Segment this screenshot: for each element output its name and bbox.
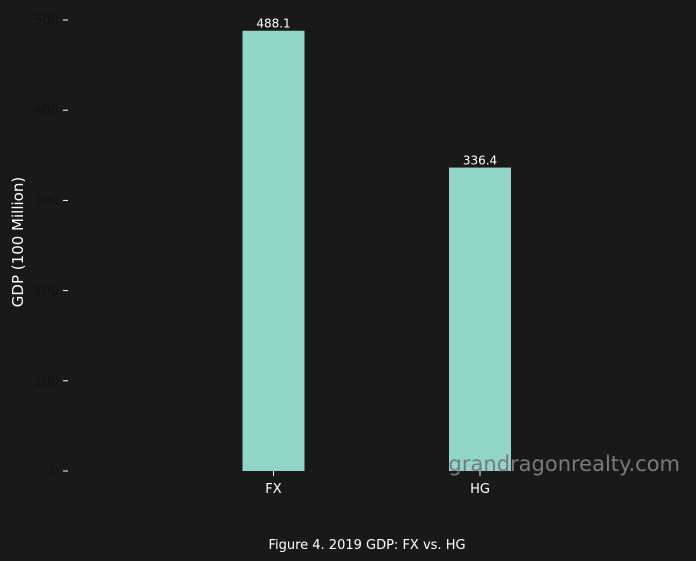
value-label: 336.4	[463, 154, 497, 168]
x-tick-label: HG	[470, 482, 490, 497]
bar-hg	[449, 167, 511, 471]
watermark: grandragonrealty.com	[449, 452, 680, 476]
y-tick-label: 500	[34, 14, 59, 29]
y-tick-label: 0	[51, 465, 59, 480]
figure-caption: Figure 4. 2019 GDP: FX vs. HG	[268, 538, 465, 553]
x-tick-label: FX	[265, 482, 281, 497]
y-tick-label: 300	[34, 194, 59, 209]
value-label: 488.1	[256, 17, 290, 31]
bars: 488.1 336.4	[242, 17, 511, 472]
y-tick-label: 100	[34, 374, 59, 389]
x-axis: FX HG	[265, 471, 490, 497]
y-axis-title: GDP (100 Million)	[9, 177, 27, 307]
bar-fx	[242, 30, 305, 472]
y-tick-label: 200	[34, 284, 59, 299]
y-tick-label: 400	[34, 104, 59, 119]
y-axis: 0 100 200 300 400 500	[34, 14, 68, 480]
